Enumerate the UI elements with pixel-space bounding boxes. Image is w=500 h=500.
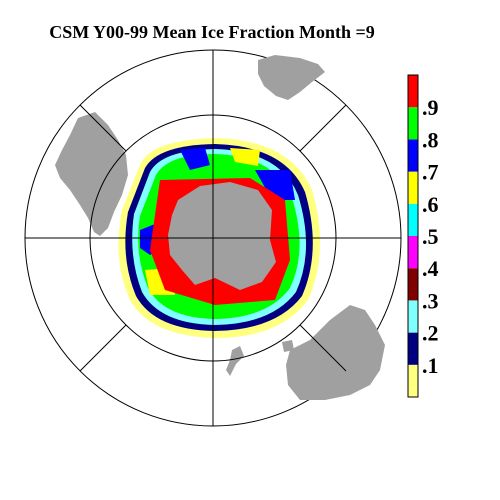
colorbar-swatch bbox=[408, 107, 418, 140]
colorbar-swatch bbox=[408, 300, 418, 333]
colorbar-label: .2 bbox=[422, 321, 439, 346]
colorbar-label: .3 bbox=[422, 288, 439, 313]
meridian bbox=[79, 324, 127, 372]
colorbar-label: .7 bbox=[422, 160, 439, 185]
colorbar-label: .9 bbox=[422, 95, 439, 120]
colorbar-frame bbox=[407, 74, 419, 398]
colorbar-label: .1 bbox=[422, 353, 439, 378]
colorbar-label: .6 bbox=[422, 192, 439, 217]
colorbar: .1 .2 .3 .4 .5 .6 .7 .8 .9 bbox=[407, 74, 439, 398]
polar-map bbox=[24, 49, 402, 427]
ice-band bbox=[145, 148, 260, 295]
australia bbox=[286, 305, 385, 400]
colorbar-swatch bbox=[408, 332, 418, 365]
colorbar-label: .5 bbox=[422, 224, 439, 249]
africa bbox=[258, 55, 325, 100]
meridian bbox=[299, 324, 347, 372]
colorbar-swatch bbox=[408, 203, 418, 236]
new-zealand bbox=[226, 346, 244, 376]
colorbar-label: .8 bbox=[422, 127, 439, 152]
colorbar-swatch bbox=[408, 268, 418, 301]
colorbar-label: .4 bbox=[422, 256, 439, 281]
map-title: CSM Y00-99 Mean Ice Fraction Month =9 bbox=[49, 22, 375, 42]
antarctica bbox=[168, 182, 276, 290]
south-america bbox=[55, 112, 128, 236]
colorbar-swatch bbox=[408, 139, 418, 172]
meridian bbox=[79, 104, 127, 152]
colorbar-swatch bbox=[408, 236, 418, 269]
meridian bbox=[299, 104, 347, 152]
colorbar-swatch bbox=[408, 75, 418, 108]
colorbar-swatch bbox=[408, 171, 418, 204]
colorbar-swatch bbox=[408, 364, 418, 397]
